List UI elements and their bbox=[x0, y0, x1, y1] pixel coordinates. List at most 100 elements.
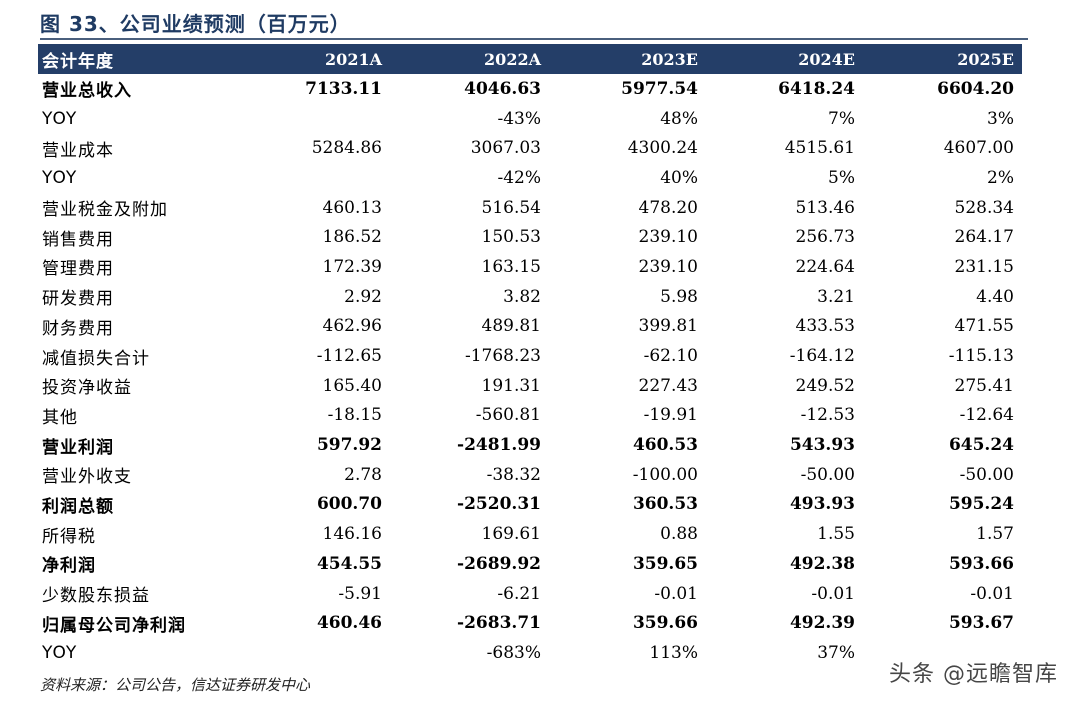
row-value: 3.21 bbox=[817, 286, 855, 307]
row-label: 营业成本 bbox=[42, 140, 114, 161]
row-value: 3067.03 bbox=[470, 138, 541, 159]
row-value: 478.20 bbox=[638, 197, 698, 218]
row-value: -62.10 bbox=[643, 346, 698, 367]
row-value: 6604.20 bbox=[937, 78, 1014, 99]
row-value: -683% bbox=[486, 642, 541, 663]
row-value: 595.24 bbox=[948, 494, 1014, 515]
row-value: 645.24 bbox=[948, 435, 1014, 456]
table-row: 其他 -18.15 -560.81 -19.91 -12.53 -12.64 bbox=[38, 401, 1022, 431]
row-value: 1.55 bbox=[817, 524, 855, 545]
row-value: 172.39 bbox=[322, 256, 382, 277]
row-label: 投资净收益 bbox=[42, 378, 132, 399]
row-value: -43% bbox=[497, 108, 541, 129]
row-value: 493.93 bbox=[789, 494, 855, 515]
row-value: 1.57 bbox=[976, 524, 1014, 545]
row-value: 5% bbox=[828, 167, 855, 188]
row-value: 7133.11 bbox=[305, 78, 382, 99]
table-row: 管理费用 172.39 163.15 239.10 224.64 231.15 bbox=[38, 252, 1022, 282]
row-value: 48% bbox=[660, 108, 698, 129]
table-row: 研发费用 2.92 3.82 5.98 3.21 4.40 bbox=[38, 282, 1022, 312]
row-value: -2683.71 bbox=[457, 613, 541, 634]
row-value: 165.40 bbox=[322, 375, 382, 396]
row-value: 489.81 bbox=[481, 316, 541, 337]
header-2024E: 2024E bbox=[798, 49, 855, 69]
row-value: 492.39 bbox=[789, 613, 855, 634]
table-row: 财务费用 462.96 489.81 399.81 433.53 471.55 bbox=[38, 312, 1022, 342]
row-value: 239.10 bbox=[638, 256, 698, 277]
row-value: -42% bbox=[497, 167, 541, 188]
row-value: 37% bbox=[817, 642, 855, 663]
row-label: YOY bbox=[42, 167, 78, 188]
table-row: 销售费用 186.52 150.53 239.10 256.73 264.17 bbox=[38, 222, 1022, 252]
row-value: 600.70 bbox=[316, 494, 382, 515]
table-row: 营业成本 5284.86 3067.03 4300.24 4515.61 4607.00 bbox=[38, 133, 1022, 163]
row-label: 少数股东损益 bbox=[42, 586, 150, 607]
row-value: -112.65 bbox=[316, 346, 382, 367]
table-row: 归属母公司净利润 460.46 -2683.71 359.66 492.39 593.67 bbox=[38, 608, 1022, 638]
row-value: 543.93 bbox=[789, 435, 855, 456]
row-value: -100.00 bbox=[632, 464, 698, 485]
row-value: 2.78 bbox=[344, 464, 382, 485]
header-2025E: 2025E bbox=[957, 49, 1014, 69]
row-label: 管理费用 bbox=[42, 259, 114, 280]
table-row: 少数股东损益 -5.91 -6.21 -0.01 -0.01 -0.01 bbox=[38, 579, 1022, 609]
row-label: 利润总额 bbox=[42, 496, 114, 517]
table-row: YOY -683% 113% 37% bbox=[38, 638, 1022, 668]
row-value: 359.66 bbox=[632, 613, 698, 634]
row-value: 4515.61 bbox=[784, 138, 855, 159]
header-label: 会计年度 bbox=[42, 51, 114, 72]
row-value: -164.12 bbox=[789, 346, 855, 367]
row-value: 40% bbox=[660, 167, 698, 188]
row-value: 264.17 bbox=[954, 227, 1014, 248]
table-row: 净利润 454.55 -2689.92 359.65 492.38 593.66 bbox=[38, 549, 1022, 579]
row-value: 186.52 bbox=[322, 227, 382, 248]
row-value: 460.53 bbox=[632, 435, 698, 456]
row-label: 净利润 bbox=[42, 556, 96, 577]
row-value: -38.32 bbox=[486, 464, 541, 485]
row-value: 399.81 bbox=[638, 316, 698, 337]
row-value: -12.53 bbox=[800, 405, 855, 426]
row-value: 3.82 bbox=[503, 286, 541, 307]
row-value: 2.92 bbox=[344, 286, 382, 307]
source-note: 资料来源：公司公告，信达证券研发中心 bbox=[40, 676, 311, 694]
row-value: 593.66 bbox=[948, 553, 1014, 574]
row-value: 5.98 bbox=[660, 286, 698, 307]
row-label: 归属母公司净利润 bbox=[42, 615, 186, 636]
row-label: 营业利润 bbox=[42, 437, 114, 458]
row-value: 516.54 bbox=[481, 197, 541, 218]
row-value: -18.15 bbox=[327, 405, 382, 426]
row-value: -5.91 bbox=[338, 583, 382, 604]
row-value: 227.43 bbox=[638, 375, 698, 396]
row-value: 3% bbox=[987, 108, 1014, 129]
row-value: 231.15 bbox=[954, 256, 1014, 277]
row-label: 营业外收支 bbox=[42, 467, 132, 488]
table-row: 利润总额 600.70 -2520.31 360.53 493.93 595.24 bbox=[38, 490, 1022, 520]
row-value: 6418.24 bbox=[778, 78, 855, 99]
row-value: 433.53 bbox=[795, 316, 855, 337]
row-value: 528.34 bbox=[954, 197, 1014, 218]
row-value: -2520.31 bbox=[457, 494, 541, 515]
table-row: 营业税金及附加 460.13 516.54 478.20 513.46 528.34 bbox=[38, 193, 1022, 223]
forecast-table: 会计年度 2021A 2022A 2023E 2024E 2025E 营业总收入… bbox=[38, 44, 1022, 668]
row-label: YOY bbox=[42, 642, 78, 663]
row-value: 275.41 bbox=[954, 375, 1014, 396]
table-row: 减值损失合计 -112.65 -1768.23 -62.10 -164.12 -115.1… bbox=[38, 341, 1022, 371]
row-value: 146.16 bbox=[322, 524, 382, 545]
row-value: 597.92 bbox=[316, 435, 382, 456]
row-label: 营业总收入 bbox=[42, 81, 132, 102]
row-value: 460.46 bbox=[316, 613, 382, 634]
row-value: 0.88 bbox=[660, 524, 698, 545]
row-label: 减值损失合计 bbox=[42, 348, 150, 369]
row-value: -50.00 bbox=[800, 464, 855, 485]
table-row: 营业总收入 7133.11 4046.63 5977.54 6418.24 6604.20 bbox=[38, 74, 1022, 104]
table-row: 投资净收益 165.40 191.31 227.43 249.52 275.41 bbox=[38, 371, 1022, 401]
figure-title: 图 33、公司业绩预测（百万元） bbox=[40, 12, 351, 36]
header-2022A: 2022A bbox=[484, 49, 541, 69]
row-value: 513.46 bbox=[795, 197, 855, 218]
row-value: 150.53 bbox=[481, 227, 541, 248]
row-value: -2481.99 bbox=[457, 435, 541, 456]
row-value: -0.01 bbox=[811, 583, 855, 604]
row-value: 5284.86 bbox=[311, 138, 382, 159]
row-label: 销售费用 bbox=[42, 229, 114, 250]
row-label: 其他 bbox=[42, 407, 78, 428]
